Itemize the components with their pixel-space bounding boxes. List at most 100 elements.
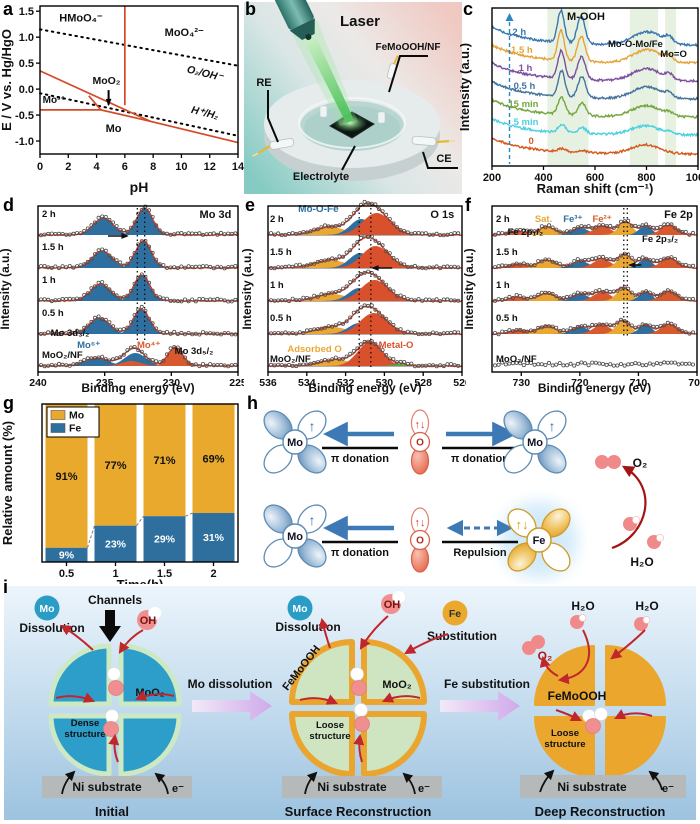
x-axis-label: Binding energy (eV) <box>81 381 194 395</box>
panel-e-xps-o1s: MoO₂/NF 0.5 h 1 h 1.5 h 2 h O 1s Mo-O-Fe Adsorb… <box>242 199 466 395</box>
panel-letter-h: h <box>247 393 258 413</box>
axes-box <box>41 403 239 563</box>
series-label: 2 h <box>512 27 526 38</box>
x-tick: 6 <box>122 161 128 173</box>
mo-ion-label: Mo <box>292 603 307 615</box>
substitution-label: Substitution <box>427 629 497 643</box>
x-tick: 0.5 <box>59 568 74 580</box>
stage-caption: Initial <box>95 804 129 819</box>
substrate-label: Ni substrate <box>557 780 627 794</box>
moo2-femoooh-sphere <box>289 639 427 777</box>
xps-component <box>268 294 462 301</box>
o2-label: O₂ <box>538 649 553 663</box>
mo-ion-label: Mo <box>39 603 54 615</box>
xps-spectrum-1.5 h <box>491 251 698 270</box>
x-tick: 0 <box>37 161 43 173</box>
raman-curve-1.5 h <box>492 28 698 65</box>
structure-label: structure <box>544 739 585 750</box>
flux-arrow <box>610 629 646 660</box>
annotation: Mo⁶⁺ <box>77 340 100 351</box>
mo-ion <box>287 595 313 621</box>
flux-arrow <box>539 655 559 677</box>
x-tick: 536 <box>259 377 277 389</box>
laser-pointer <box>248 0 315 41</box>
oer-arrow <box>611 465 647 550</box>
panel-letter-c: c <box>463 0 474 19</box>
mo-orbital: ↑ Mo <box>503 410 567 474</box>
phase-boundary-line <box>39 70 239 144</box>
xps-spectrum-1 h <box>37 272 238 304</box>
flux-arrow <box>614 709 653 719</box>
sample-label: FeMoOOH/NF <box>376 42 441 53</box>
transition-arrow-icon <box>440 691 520 721</box>
h2o-label: H₂O <box>630 555 653 569</box>
flux-arrow <box>359 615 389 650</box>
xps-spectrum-MoO₂/NF <box>37 344 239 369</box>
bar-fe-2 <box>192 513 235 562</box>
xps-component <box>492 292 697 301</box>
bar-value-mo: 71% <box>153 455 175 467</box>
y-tick: -0.5 <box>15 110 34 122</box>
xps-component <box>38 284 238 301</box>
bar-value-mo: 77% <box>104 460 126 472</box>
x-axis-label: Binding energy (eV) <box>308 381 421 395</box>
panel-letter-f: f <box>465 195 471 215</box>
x-axis-label: pH <box>130 179 149 195</box>
flux-arrow <box>55 692 96 703</box>
electron-arrow <box>61 770 76 795</box>
annotation: Mo-O-Fe <box>298 204 339 215</box>
xps-component <box>492 293 697 301</box>
spectrum-time-label: MoO₂/NF <box>42 350 83 361</box>
x-axis-label: Raman shift (cm⁻¹) <box>537 181 654 196</box>
spectrum-time-label: 0.5 h <box>270 313 292 324</box>
x-tick: 534 <box>298 377 316 389</box>
mo-orbital: ↑ Mo <box>263 410 327 474</box>
raman-curve-1 h <box>492 48 698 83</box>
oh-molecule-pink-icon <box>103 721 119 737</box>
bar-mo-1.5 <box>143 404 186 517</box>
region-label: Mo³⁺ <box>43 95 66 106</box>
x-tick: 1 <box>112 568 118 580</box>
series-label: 1.5 h <box>511 45 533 56</box>
unpaired-electron-arrow-icon: ↑ <box>309 418 316 434</box>
x-tick: 235 <box>96 377 114 389</box>
xps-component <box>492 325 697 334</box>
oh-molecule-pink-icon <box>108 680 124 696</box>
transition-label: Mo dissolution <box>188 677 273 691</box>
xps-envelope <box>37 274 238 303</box>
oh-molecule-pink-icon <box>354 716 370 732</box>
interaction-label: Repulsion <box>453 547 506 559</box>
structure-label: Dense <box>71 718 100 729</box>
x-tick: 710 <box>630 377 648 389</box>
xps-component <box>492 231 697 235</box>
xps-component <box>492 225 697 235</box>
mo-atom-label: Mo <box>287 531 303 543</box>
phase-boundary-line <box>100 109 151 123</box>
bar-value-fe: 31% <box>203 532 225 544</box>
y-tick: 1.0 <box>19 32 34 44</box>
spectrum-time-label: 1.5 h <box>270 247 292 258</box>
region-label: Mo <box>106 123 122 135</box>
x-tick: 530 <box>376 377 394 389</box>
o-orbital: ↑↓ O <box>409 409 431 475</box>
annotation: Metal-O <box>379 340 414 351</box>
equilibrium-dashed-line <box>39 28 239 67</box>
region-label: MoO₄²⁻ <box>165 27 204 39</box>
interaction-label: π donation <box>331 547 389 559</box>
spectrum-time-label: 1 h <box>496 280 510 291</box>
x-tick: 225 <box>229 377 244 389</box>
series-label: 15 min <box>508 99 538 110</box>
bar-fe-0.5 <box>45 547 88 562</box>
x-tick: 526 <box>453 377 466 389</box>
region-label: HMoO₄⁻ <box>59 13 103 25</box>
xps-component <box>38 218 238 235</box>
y-tick: 0.5 <box>19 58 34 70</box>
stage-caption: Deep Reconstruction <box>535 804 666 819</box>
spectrum-time-label: MoO₂/NF <box>270 354 311 365</box>
paired-electron-arrows-icon: ↑↓ <box>516 517 529 532</box>
xps-component <box>268 260 462 268</box>
axes-box <box>491 205 698 373</box>
annotation: Mo 3d₅/₂ <box>175 346 214 357</box>
y-axis-label: E / V vs. Hg/HgO <box>0 29 14 131</box>
fe-ion <box>442 600 468 626</box>
